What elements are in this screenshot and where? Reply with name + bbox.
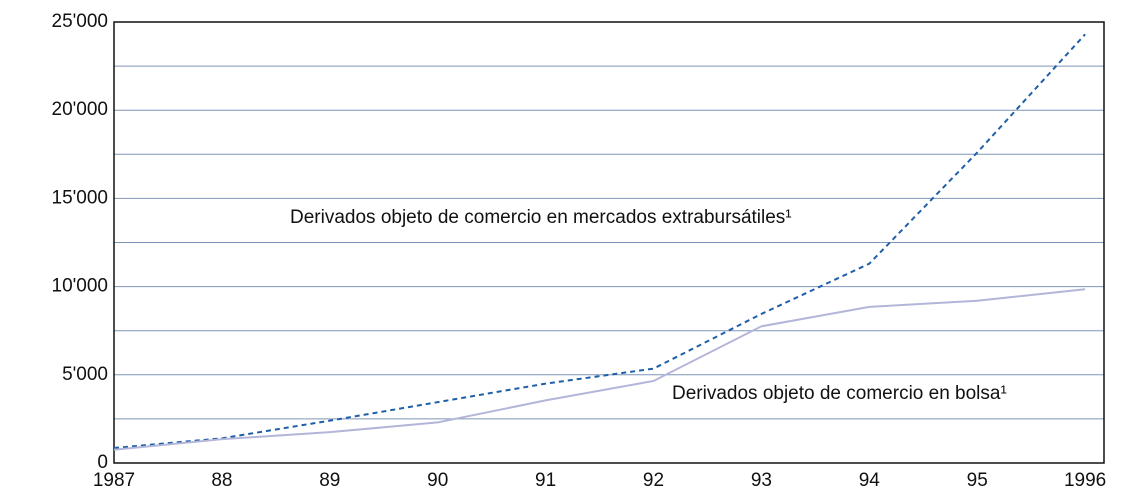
series-label: Derivados objeto de comercio en mercados… [290, 207, 792, 228]
y-tick-label: 5'000 [62, 364, 108, 385]
y-tick-label: 20'000 [52, 99, 108, 120]
plot-frame [113, 21, 1105, 464]
series-line [113, 33, 1086, 450]
y-tick-label: 10'000 [52, 276, 108, 297]
x-tick-label: 88 [211, 470, 232, 491]
y-tick-label: 25'000 [52, 11, 108, 32]
x-tick-label: 95 [967, 470, 988, 491]
x-tick-label: 1996 [1064, 470, 1106, 491]
x-tick-label: 90 [427, 470, 448, 491]
x-tick-label: 89 [319, 470, 340, 491]
y-tick-label: 0 [97, 452, 108, 473]
x-tick-label: 91 [535, 470, 556, 491]
series-label: Derivados objeto de comercio en bolsa¹ [672, 383, 1007, 404]
x-tick-label: 94 [859, 470, 881, 491]
x-tick-label: 93 [751, 470, 772, 491]
x-tick-label: 1987 [93, 470, 135, 491]
x-tick-label: 92 [643, 470, 664, 491]
y-tick-label: 15'000 [52, 187, 108, 208]
series-line [113, 288, 1086, 451]
